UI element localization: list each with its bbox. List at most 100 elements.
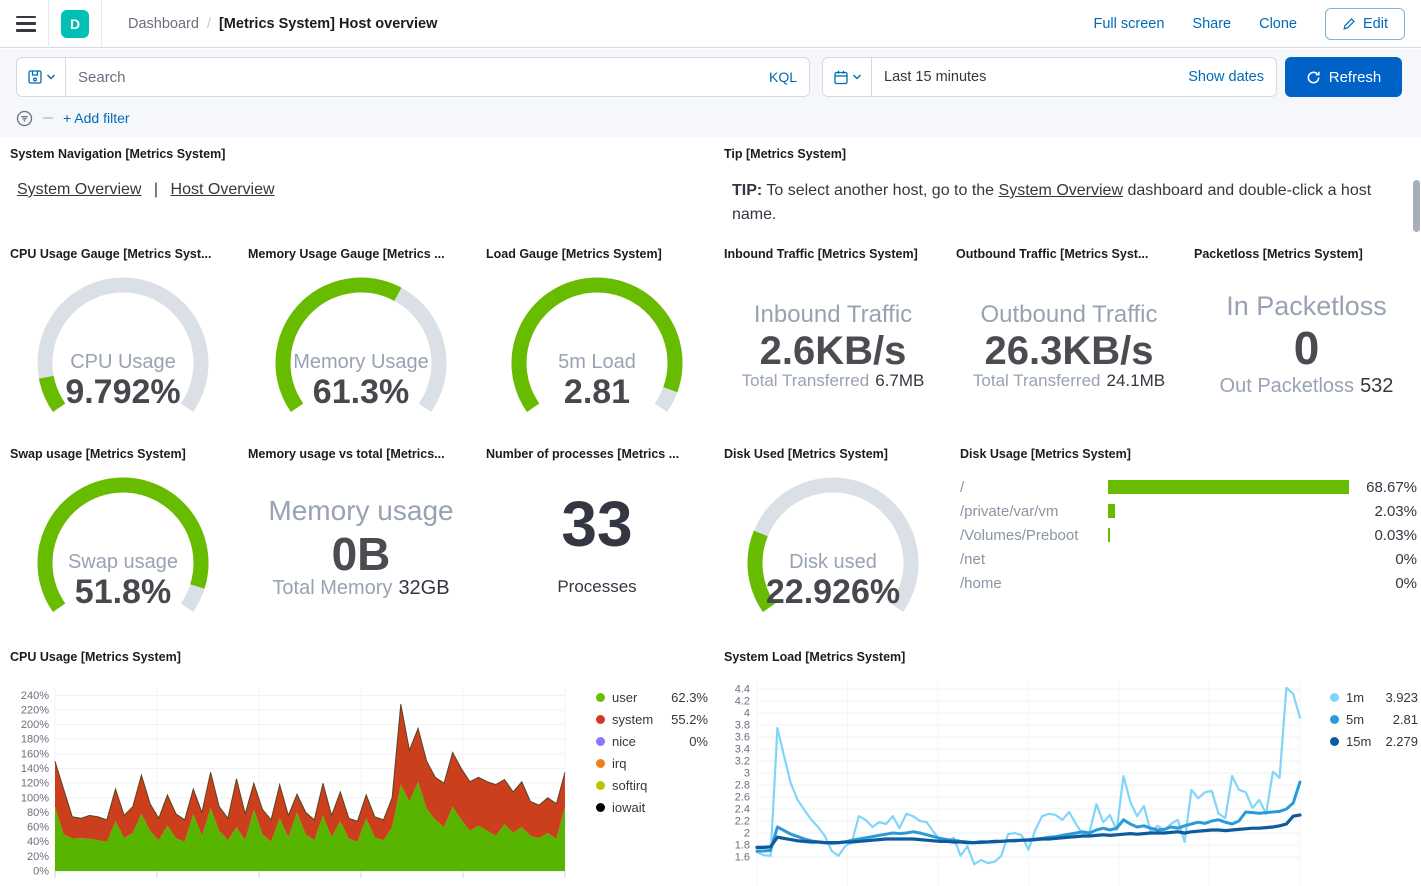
metric-label: Processes <box>557 577 637 596</box>
edit-button[interactable]: Edit <box>1325 7 1405 40</box>
disk-usage-row-4: /net 0% <box>960 547 1417 571</box>
memory-usage-gauge-chart <box>275 277 447 413</box>
tip-bold: TIP: <box>732 182 763 199</box>
svg-text:3.8: 3.8 <box>735 720 750 732</box>
legend-series-value: 55.2% <box>671 711 708 727</box>
metric-secondary: Out Packetloss 532 <box>1219 375 1394 397</box>
system-overview-link[interactable]: System Overview <box>17 181 142 198</box>
svg-text:3.2: 3.2 <box>735 756 750 768</box>
svg-text:0%: 0% <box>33 866 49 878</box>
disk-percentage: 0% <box>1395 550 1417 568</box>
cpu-legend-item-system[interactable]: system 55.2% <box>596 708 708 730</box>
svg-text:2: 2 <box>744 828 750 840</box>
panel-title: System Load [Metrics System] <box>724 650 906 664</box>
full-screen-button[interactable]: Full screen <box>1093 15 1165 32</box>
query-bar: KQL Last 15 minutes Show dates Refre <box>16 57 1405 97</box>
cpu-legend-item-user[interactable]: user 62.3% <box>596 686 708 708</box>
menu-icon[interactable] <box>16 15 36 32</box>
disk-percentage: 68.67% <box>1366 478 1417 496</box>
tip-system-overview-link[interactable]: System Overview <box>998 182 1123 199</box>
svg-text:4.4: 4.4 <box>735 684 750 696</box>
panel-disk-usage: Disk Usage [Metrics System] / 68.67% /priv… <box>958 445 1421 645</box>
metric-label: Outbound Traffic <box>980 301 1158 328</box>
link-separator: | <box>153 181 159 198</box>
cpu-legend-item-iowait[interactable]: iowait <box>596 796 708 818</box>
legend-series-name: 1m <box>1346 689 1365 705</box>
disk-usage-row-5: /home 0% <box>960 571 1417 595</box>
disk-path: /Volumes/Preboot <box>960 526 1079 544</box>
panel-title: Memory Usage Gauge [Metrics ... <box>248 247 445 261</box>
kql-toggle[interactable]: KQL <box>768 69 797 85</box>
filter-icon[interactable] <box>16 110 33 127</box>
disk-percentage: 0% <box>1395 574 1417 592</box>
refresh-button[interactable]: Refresh <box>1285 57 1402 97</box>
space-avatar[interactable]: D <box>61 9 89 38</box>
svg-text:80%: 80% <box>27 807 49 819</box>
disk-bar-track <box>1108 528 1349 542</box>
disk-bar-track <box>1108 552 1349 566</box>
load-legend-item-15m[interactable]: 15m 2.279 <box>1330 730 1418 752</box>
iowait-series-dot-icon <box>596 802 605 812</box>
legend-series-value: 0% <box>689 733 708 749</box>
svg-text:160%: 160% <box>21 748 49 760</box>
disk-bar <box>1108 528 1110 542</box>
share-button[interactable]: Share <box>1192 15 1232 32</box>
add-filter-button[interactable]: + Add filter <box>63 110 130 126</box>
disk-bar-track <box>1108 576 1349 590</box>
cpu-usage-legend: user 62.3% system 55.2% nice 0% irq softirq iowa… <box>596 686 708 818</box>
metric-secondary: Total Transferred 6.7MB <box>741 371 925 390</box>
disk-percentage: 0.03% <box>1374 526 1417 544</box>
panel-title: Packetloss [Metrics System] <box>1194 247 1363 261</box>
legend-series-name: iowait <box>612 799 646 815</box>
legend-series-name: irq <box>612 755 627 771</box>
metric-value: 0 <box>1293 322 1320 374</box>
user-series-dot-icon <box>596 692 605 702</box>
clone-button[interactable]: Clone <box>1259 15 1297 32</box>
breadcrumb-dashboard[interactable]: Dashboard <box>128 15 199 32</box>
saved-query-menu-button[interactable] <box>17 58 66 96</box>
disk-usage-row-2: /private/var/vm 2.03% <box>960 499 1417 523</box>
divider <box>101 0 102 48</box>
disk-bar <box>1108 504 1116 518</box>
panel-load-gauge: Load Gauge [Metrics System] 5m Load 2.81 <box>484 245 710 445</box>
time-range-value[interactable]: Last 15 minutes <box>884 69 987 85</box>
edit-button-label: Edit <box>1363 15 1388 32</box>
svg-text:2.4: 2.4 <box>735 804 750 816</box>
scrollbar-thumb[interactable] <box>1413 180 1420 232</box>
system-series-dot-icon <box>596 714 605 724</box>
panel-disk-used-gauge: Disk Used [Metrics System] Disk used 22.… <box>722 445 944 645</box>
metric-value: 0B <box>331 528 391 580</box>
legend-series-value: 2.81 <box>1392 711 1418 727</box>
legend-series-name: 15m <box>1346 733 1372 749</box>
panel-title: System Navigation [Metrics System] <box>10 147 226 161</box>
load-legend-item-1m[interactable]: 1m 3.923 <box>1330 686 1418 708</box>
irq-series-dot-icon <box>596 758 605 768</box>
date-picker-control: Last 15 minutes Show dates <box>822 57 1277 97</box>
quick-select-menu-button[interactable] <box>823 58 872 96</box>
host-overview-link[interactable]: Host Overview <box>170 181 275 198</box>
cpu-legend-item-softirq[interactable]: softirq <box>596 774 708 796</box>
svg-text:200%: 200% <box>21 719 49 731</box>
disk-bar-track <box>1108 504 1349 518</box>
pencil-icon <box>1343 17 1355 30</box>
panel-memory-usage-vs-total: Memory usage vs total [Metrics... Memory… <box>246 445 476 645</box>
panel-title: Swap usage [Metrics System] <box>10 447 186 461</box>
softirq-series-dot-icon <box>596 780 605 790</box>
panel-title: Disk Usage [Metrics System] <box>960 447 1131 461</box>
1m-series-dot-icon <box>1330 692 1339 702</box>
disk-percentage: 2.03% <box>1374 502 1417 520</box>
gauge-value: 9.792% <box>65 373 181 411</box>
gauge-value: 61.3% <box>312 373 410 411</box>
load-legend-item-5m[interactable]: 5m 2.81 <box>1330 708 1418 730</box>
panel-number-of-processes: Number of processes [Metrics ... 33 Proc… <box>484 445 710 645</box>
panel-title: Memory usage vs total [Metrics... <box>248 447 445 461</box>
cpu-legend-item-irq[interactable]: irq <box>596 752 708 774</box>
panel-title: CPU Usage Gauge [Metrics Syst... <box>10 247 212 261</box>
cpu-legend-item-nice[interactable]: nice 0% <box>596 730 708 752</box>
refresh-button-label: Refresh <box>1328 68 1382 86</box>
show-dates-button[interactable]: Show dates <box>1188 69 1264 85</box>
search-input[interactable] <box>66 68 757 86</box>
panel-tip: Tip [Metrics System] TIP: To select anot… <box>722 145 1412 240</box>
disk-used-gauge-chart <box>747 477 919 613</box>
